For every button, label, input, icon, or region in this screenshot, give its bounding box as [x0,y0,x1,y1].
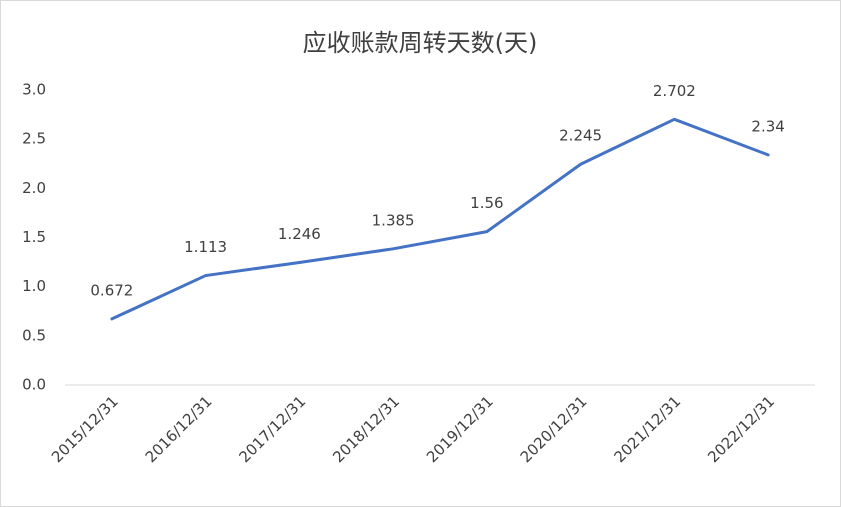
y-tick-label: 2.0 [22,179,46,197]
data-label: 2.34 [751,117,784,135]
data-label: 1.246 [278,225,321,243]
data-label: 1.56 [470,194,503,212]
data-label: 2.702 [653,82,696,100]
data-line [110,117,770,321]
y-tick-label: 3.0 [22,81,46,99]
data-label: 1.385 [372,211,415,229]
y-tick-label: 0.0 [22,376,46,394]
chart-title: 应收账款周转天数(天) [303,29,538,57]
y-tick-label: 1.0 [22,277,46,295]
y-tick-label: 2.5 [22,130,46,148]
data-label: 1.113 [184,238,227,256]
y-tick-label: 1.5 [22,228,46,246]
data-label: 2.245 [559,127,602,145]
data-label: 0.672 [90,281,133,299]
y-tick-label: 0.5 [22,326,46,344]
